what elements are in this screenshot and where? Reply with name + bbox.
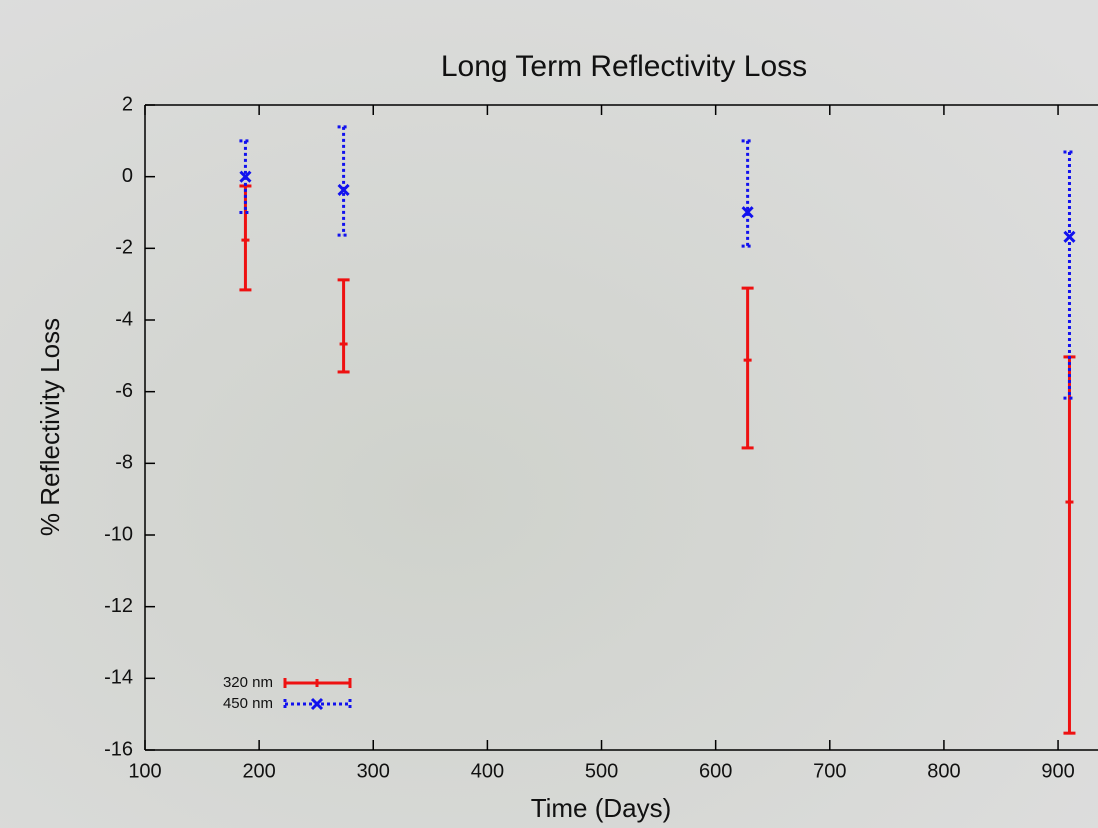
x-tick-label: 600 xyxy=(699,760,732,782)
y-tick-label: -4 xyxy=(115,308,133,330)
x-axis-label: Time (Days) xyxy=(531,793,672,823)
chart-title: Long Term Reflectivity Loss xyxy=(441,50,807,83)
y-tick-label: -14 xyxy=(104,667,133,689)
x-tick-label: 300 xyxy=(357,760,390,782)
legend-label: 450 nm xyxy=(223,695,273,712)
y-tick-label: -8 xyxy=(115,452,133,474)
point xyxy=(239,170,252,183)
legend-label: 320 nm xyxy=(223,674,273,691)
x-tick-label: 100 xyxy=(128,760,161,782)
x-tick-label: 500 xyxy=(585,760,618,782)
y-tick-label: -2 xyxy=(115,237,133,259)
y-tick-label: 0 xyxy=(122,165,133,187)
legend-marker xyxy=(310,697,324,711)
y-tick-label: -12 xyxy=(104,595,133,617)
x-tick-label: 200 xyxy=(242,760,275,782)
x-tick-label: 800 xyxy=(927,760,960,782)
y-axis-label: % Reflectivity Loss xyxy=(35,318,65,536)
point xyxy=(741,206,754,219)
x-tick-label: 900 xyxy=(1041,760,1074,782)
x-tick-label: 700 xyxy=(813,760,846,782)
y-tick-label: -10 xyxy=(104,523,133,545)
y-tick-label: 2 xyxy=(122,93,133,115)
point xyxy=(337,183,350,196)
x-tick-label: 400 xyxy=(471,760,504,782)
point xyxy=(1063,230,1076,243)
y-tick-label: -6 xyxy=(115,380,133,402)
y-tick-label: -16 xyxy=(104,738,133,760)
